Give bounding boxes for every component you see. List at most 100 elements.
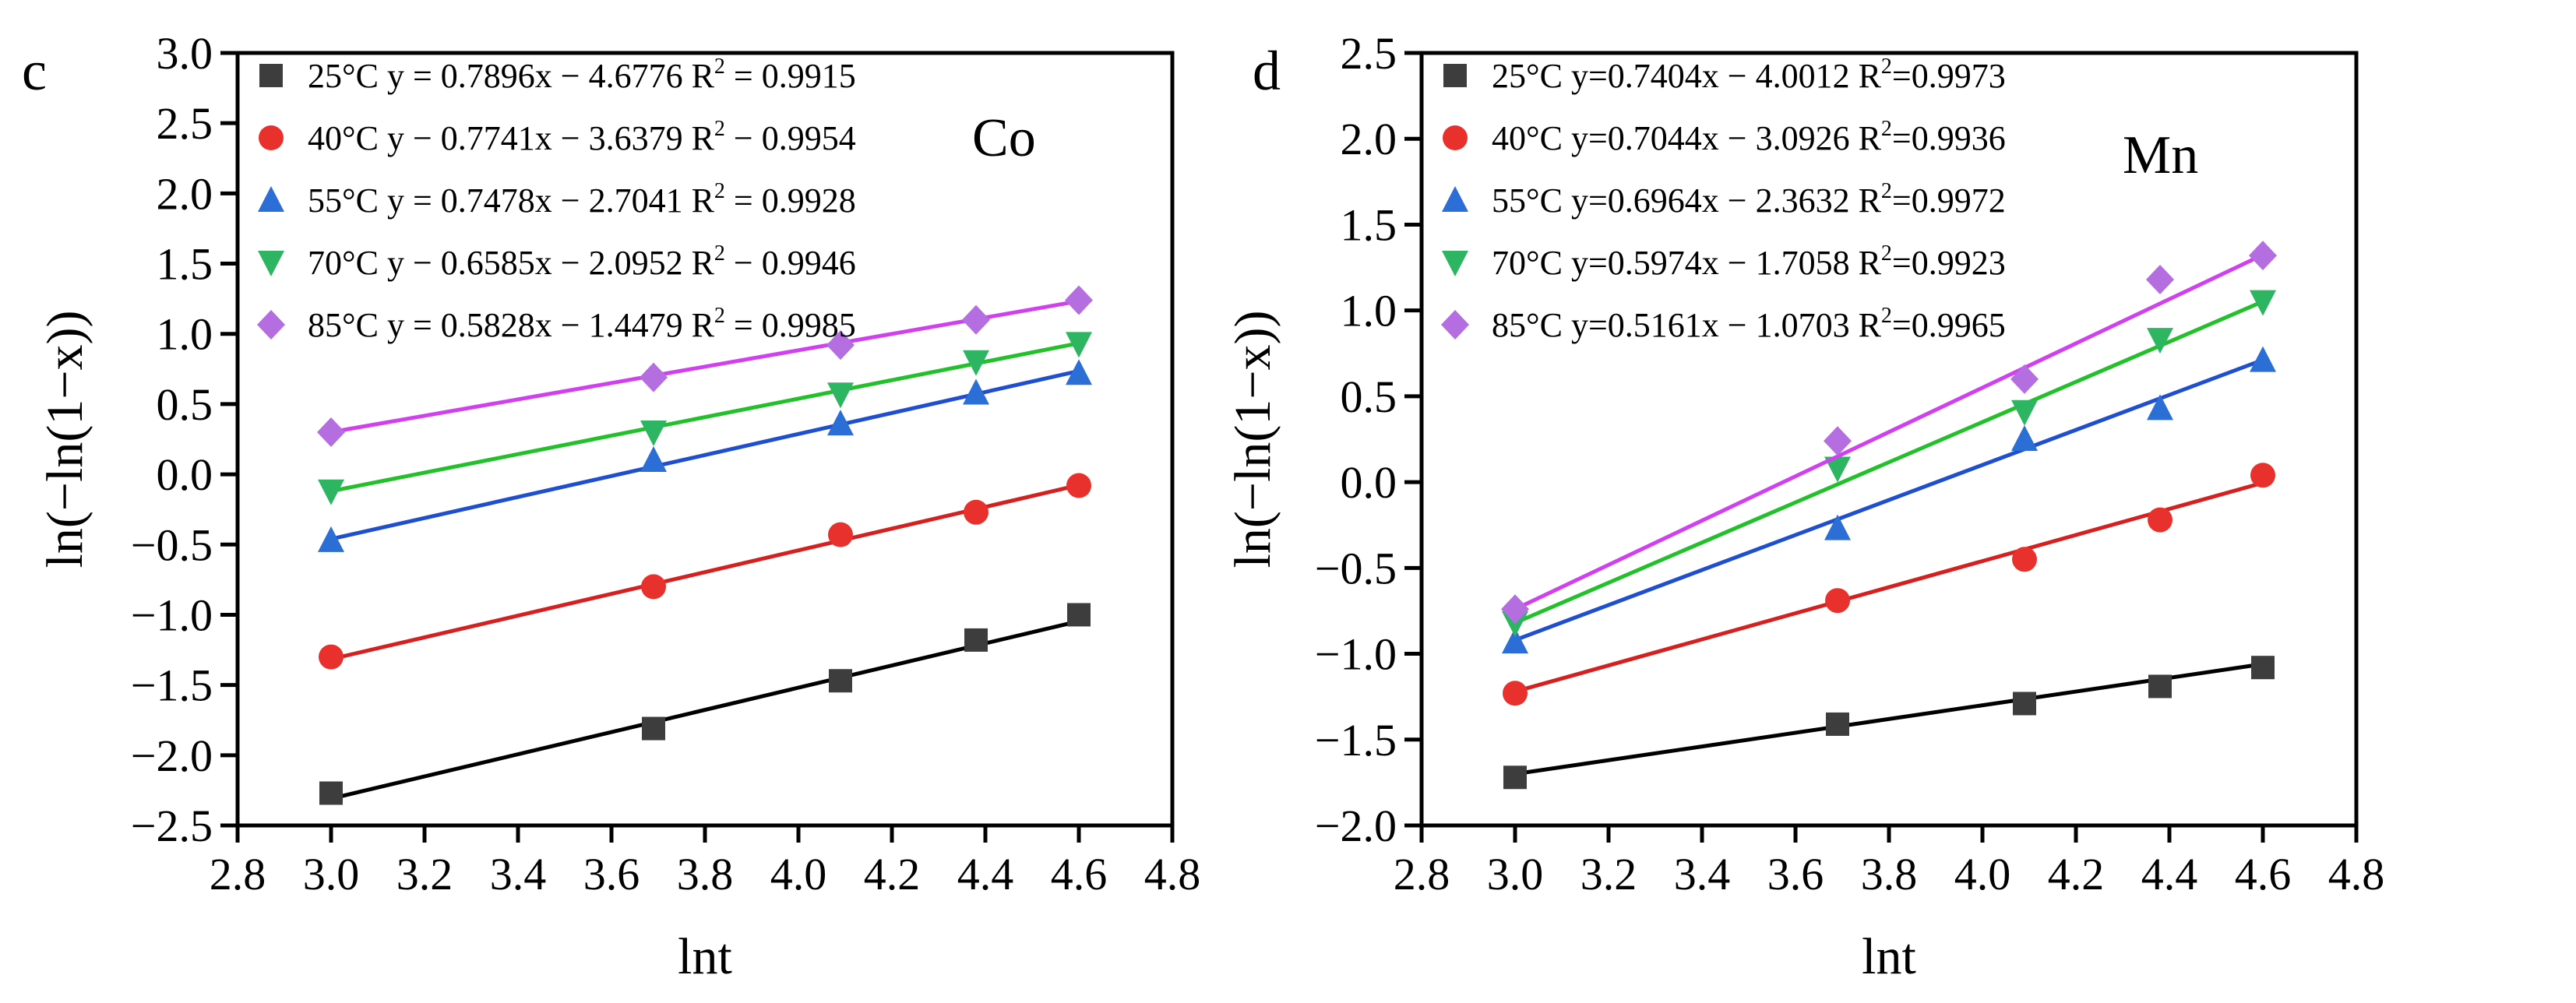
series-2-point-0 xyxy=(318,526,344,552)
series-0-point-2 xyxy=(829,669,852,693)
series-1-point-0 xyxy=(1503,681,1528,706)
series-4-point-2 xyxy=(826,330,855,361)
series-4-point-1 xyxy=(1824,426,1852,456)
series-3-point-0 xyxy=(318,479,344,505)
series-2-point-2 xyxy=(827,410,854,436)
y-tick-label: −1.5 xyxy=(131,660,213,711)
series-0-point-4 xyxy=(1067,603,1091,627)
series-3-point-1 xyxy=(640,420,667,446)
x-tick-label: 3.2 xyxy=(396,849,453,899)
y-tick-label: 3.0 xyxy=(157,28,213,79)
y-tick-label: −2.0 xyxy=(1315,801,1397,851)
y-axis-title: ln(−ln(1−x)) xyxy=(1225,310,1281,568)
series-legend-1-point-0 xyxy=(1443,125,1468,150)
legend-entry: 85°C y=0.5161x − 1.0703 R2=0.9965 xyxy=(1492,304,2006,344)
x-tick-label: 3.8 xyxy=(677,849,734,899)
legend-entry: 70°C y − 0.6585x − 2.0952 R2 − 0.9946 xyxy=(308,241,856,282)
y-tick-label: 0.0 xyxy=(157,449,213,500)
series-0-point-4 xyxy=(2251,656,2275,680)
x-tick-label: 4.8 xyxy=(1144,849,1201,899)
x-tick-label: 3.4 xyxy=(490,849,547,899)
y-tick-label: 2.5 xyxy=(157,98,213,149)
x-tick-label: 4.6 xyxy=(2235,849,2292,899)
series-2-point-4 xyxy=(2250,346,2276,372)
x-tick-label: 4.4 xyxy=(2141,849,2198,899)
fit-line-25°C xyxy=(330,619,1080,801)
x-tick-label: 3.8 xyxy=(1861,849,1918,899)
plot-frame xyxy=(1419,51,2359,828)
series-4-point-3 xyxy=(962,304,990,335)
x-tick-label: 4.2 xyxy=(2048,849,2105,899)
y-tick-label: −1.5 xyxy=(1315,715,1397,765)
fit-line-70°C xyxy=(330,341,1080,494)
series-4-point-4 xyxy=(1065,285,1093,315)
y-tick-label: 1.5 xyxy=(157,239,213,290)
legend-entry: 70°C y=0.5974x − 1.7058 R2=0.9923 xyxy=(1492,241,2006,282)
series-0-point-1 xyxy=(1826,712,1849,736)
series-4-point-0 xyxy=(317,417,345,447)
element-label: Mn xyxy=(2123,125,2198,185)
fit-line-70°C xyxy=(1514,299,2264,625)
y-tick-label: −2.5 xyxy=(131,801,213,851)
series-0-point-2 xyxy=(2013,692,2036,716)
series-1-point-2 xyxy=(2012,547,2037,572)
series-2-point-1 xyxy=(1824,514,1851,540)
y-tick-label: −0.5 xyxy=(131,519,213,570)
series-2-point-1 xyxy=(640,446,667,473)
series-4-point-3 xyxy=(2146,264,2174,294)
panel-letter: d xyxy=(1253,40,1281,102)
fit-line-40°C xyxy=(1514,480,2264,694)
y-tick-label: 1.0 xyxy=(1341,286,1397,336)
fit-line-85°C xyxy=(330,299,1080,435)
y-tick-label: 0.5 xyxy=(1341,371,1397,422)
series-0-point-0 xyxy=(1503,765,1527,790)
fit-line-25°C xyxy=(1514,662,2264,776)
y-axis-title: ln(−ln(1−x)) xyxy=(37,310,93,568)
y-tick-label: 2.0 xyxy=(1341,114,1397,164)
series-legend-4-point-0 xyxy=(1441,310,1469,340)
fit-line-55°C xyxy=(330,368,1080,541)
x-tick-label: 4.0 xyxy=(1954,849,2011,899)
series-4-point-2 xyxy=(2010,364,2039,394)
legend-entry: 55°C y=0.6964x − 2.3632 R2=0.9972 xyxy=(1492,179,2006,220)
series-1-point-4 xyxy=(1066,473,1091,498)
series-2-point-2 xyxy=(2011,425,2038,451)
series-4-point-4 xyxy=(2249,241,2277,271)
series-1-point-4 xyxy=(2250,463,2275,488)
series-2-point-3 xyxy=(963,378,989,405)
legend-entry: 40°C y=0.7044x − 3.0926 R2=0.9936 xyxy=(1492,117,2006,157)
series-legend-2-point-0 xyxy=(1442,186,1468,212)
y-tick-label: 2.0 xyxy=(157,168,213,219)
y-tick-label: 2.5 xyxy=(1341,28,1397,79)
y-tick-label: 0.5 xyxy=(157,379,213,430)
series-3-point-0 xyxy=(1502,611,1528,637)
element-label: Co xyxy=(972,108,1036,168)
series-legend-3-point-0 xyxy=(258,251,284,276)
x-tick-label: 4.0 xyxy=(770,849,827,899)
y-tick-label: 0.0 xyxy=(1341,457,1397,508)
series-3-point-4 xyxy=(1066,332,1092,358)
series-3-point-2 xyxy=(827,382,854,409)
series-2-point-3 xyxy=(2147,394,2173,421)
legend-entry: 85°C y = 0.5828x − 1.4479 R2 = 0.9985 xyxy=(308,304,856,344)
y-tick-label: −1.0 xyxy=(131,589,213,640)
series-4-point-1 xyxy=(640,362,668,392)
panel-c-chart: 2.8 3.0 3.2 3.4 3.6 3.8 4.0 4.2 4.4 4.6 4.8 −2.5 −2.… xyxy=(22,28,1200,985)
series-3-point-2 xyxy=(2011,399,2038,426)
series-1-point-1 xyxy=(1825,588,1850,614)
series-3-point-3 xyxy=(2147,328,2173,354)
legend-entry: 40°C y − 0.7741x − 3.6379 R2 − 0.9954 xyxy=(308,117,856,157)
series-3-point-3 xyxy=(963,350,989,376)
series-legend-1-point-0 xyxy=(259,125,284,150)
series-2-point-0 xyxy=(1502,628,1528,654)
legend-entry: 25°C y=0.7404x − 4.0012 R2=0.9973 xyxy=(1492,55,2006,95)
x-tick-label: 3.0 xyxy=(303,849,360,899)
series-0-point-3 xyxy=(964,628,988,652)
series-1-point-3 xyxy=(964,499,988,525)
x-tick-label: 4.8 xyxy=(2328,849,2385,899)
x-tick-label: 2.8 xyxy=(1394,849,1450,899)
y-tick-label: −0.5 xyxy=(1315,543,1397,593)
panel-d-chart: 2.8 3.0 3.2 3.4 3.6 3.8 4.0 4.2 4.4 4.6 4.8 −2.0 −1.… xyxy=(1225,28,2384,985)
series-1-point-1 xyxy=(641,574,666,600)
x-tick-label: 2.8 xyxy=(210,849,266,899)
